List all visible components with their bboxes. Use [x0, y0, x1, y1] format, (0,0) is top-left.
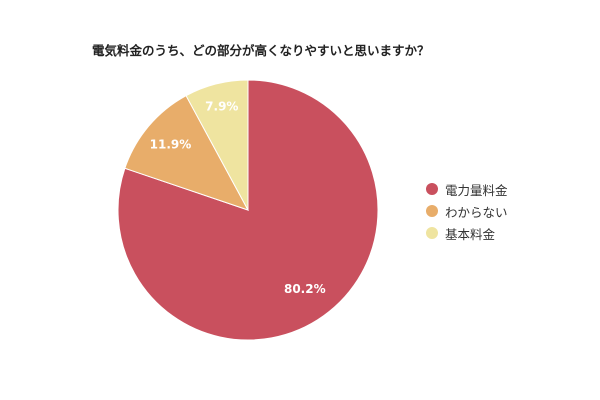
legend: 電力量料金 わからない 基本料金: [426, 178, 508, 244]
legend-item-kihon[interactable]: 基本料金: [426, 222, 508, 244]
pie-slice[interactable]: [124, 95, 250, 211]
slice-value-label: 80.2%: [284, 282, 326, 296]
legend-item-denryokuryo[interactable]: 電力量料金: [426, 178, 508, 200]
slice-value-label: 7.9%: [205, 100, 238, 114]
legend-label: 電力量料金: [445, 182, 508, 198]
legend-swatch: [426, 183, 438, 195]
legend-swatch: [426, 205, 438, 217]
legend-item-wakaranai[interactable]: わからない: [426, 200, 508, 222]
legend-swatch: [426, 227, 438, 239]
legend-label: わからない: [445, 204, 508, 220]
chart-title: 電気料金のうち、どの部分が高くなりやすいと思いますか？: [92, 43, 430, 58]
slice-value-label: 11.9%: [150, 138, 192, 152]
legend-label: 基本料金: [445, 226, 496, 242]
pie-slice[interactable]: [185, 79, 249, 211]
